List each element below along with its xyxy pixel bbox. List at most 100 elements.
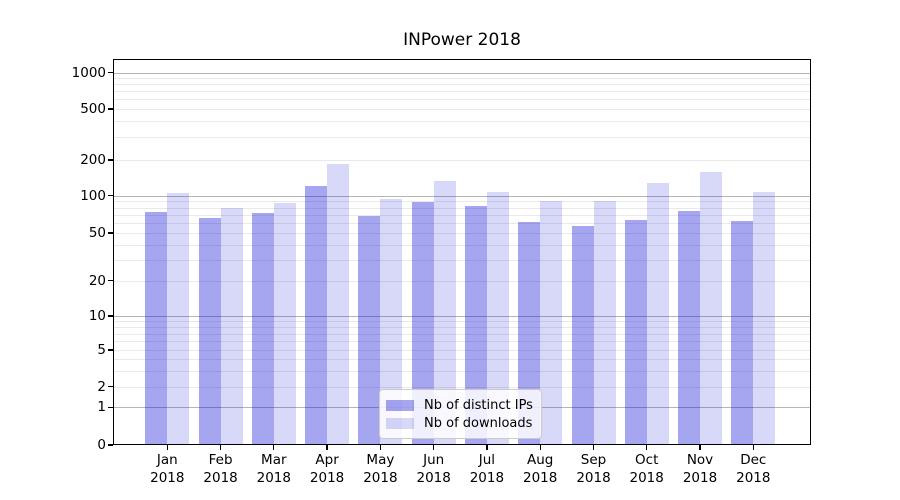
bar-downloads-oct [646,183,669,445]
x-tick-month: Dec [740,452,767,468]
y-tick-mark-20 [108,279,113,282]
y-tick-mark-200 [108,159,113,161]
x-tick-year: 2018 [629,469,664,486]
gridline-major-1000 [114,72,810,74]
x-tick-month: Feb [208,452,233,468]
x-tick-label-dec: Dec 2018 [721,452,785,487]
bar-downloads-aug [540,201,563,445]
gridline-minor-300 [114,137,810,139]
y-tick-label-10: 10 [88,308,106,324]
gridline-minor-30 [114,259,810,261]
x-tick-mark-nov [699,445,701,450]
bar-distinct-ips-nov [678,210,700,445]
gridline-major-100 [114,195,810,197]
x-tick-mark-mar [273,445,275,450]
bar-distinct-ips-mar [251,213,274,445]
gridline-minor-50 [114,233,810,234]
y-tick-mark-100 [108,195,113,197]
gridline-minor-6 [114,341,810,343]
x-tick-year: 2018 [256,469,291,486]
bar-distinct-ips-jul [464,205,487,445]
gridline-minor-80 [114,207,810,209]
x-tick-month: Jul [478,452,496,468]
legend-swatch-downloads-icon [386,417,414,430]
y-tick-mark-5 [108,349,113,351]
x-tick-year: 2018 [469,469,505,486]
y-tick-label-500: 500 [80,101,106,117]
x-tick-month: May [366,452,395,468]
gridline-minor-90 [114,201,810,203]
gridline-minor-800 [114,84,810,86]
y-tick-mark-1000 [108,71,113,74]
bar-downloads-jun [433,181,456,445]
x-tick-label-jan: Jan 2018 [135,452,199,487]
x-tick-mark-sep [592,445,595,450]
bar-distinct-ips-aug [518,222,541,445]
x-tick-mark-jun [433,445,435,450]
gridline-minor-4 [114,358,810,360]
y-tick-label-100: 100 [80,187,106,204]
gridline-minor-3 [114,370,810,372]
bar-downloads-apr [327,164,350,445]
bar-distinct-ips-apr [305,186,328,445]
gridline-minor-700 [114,91,810,93]
gridline-minor-600 [114,99,810,101]
y-tick-label-2: 2 [97,378,106,395]
y-tick-mark-10 [108,315,113,317]
x-tick-year: 2018 [736,469,771,486]
bar-downloads-may [380,199,403,445]
y-tick-label-200: 200 [80,152,106,168]
gridline-minor-8 [114,326,810,328]
x-tick-year: 2018 [309,469,345,486]
bar-distinct-ips-feb [198,218,221,445]
y-tick-mark-2 [108,386,113,388]
x-tick-month: Jan [156,452,178,468]
x-tick-year: 2018 [523,469,558,486]
x-tick-year: 2018 [363,469,398,486]
gridline-minor-2 [114,386,810,388]
x-tick-mark-apr [326,445,328,450]
x-tick-month: Apr [315,452,339,468]
bar-downloads-mar [273,202,296,445]
gridline-minor-900 [114,78,810,79]
x-tick-label-jul: Jul 2018 [455,452,519,487]
bar-distinct-ips-jan [145,211,168,445]
legend: Nb of distinct IPs Nb of downloads [379,389,542,439]
bar-distinct-ips-jun [411,202,434,445]
bar-downloads-sep [593,200,616,445]
x-tick-mark-feb [219,445,222,450]
y-tick-mark-0 [108,444,113,446]
x-tick-label-jun: Jun 2018 [402,452,466,487]
legend-entry-distinct-ips: Nb of distinct IPs [386,398,533,413]
gridline-minor-40 [114,244,810,246]
x-tick-label-aug: Aug 2018 [508,452,572,487]
x-tick-month: Mar [261,452,287,468]
gridline-minor-200 [114,160,810,161]
x-tick-mark-dec [752,445,754,450]
x-tick-year: 2018 [682,469,718,486]
y-tick-label-1: 1 [97,399,106,416]
x-tick-mark-may [379,445,382,450]
bar-distinct-ips-dec [731,220,754,445]
bar-distinct-ips-oct [624,219,647,445]
gridline-minor-70 [114,214,810,216]
bar-downloads-jul [486,192,509,445]
gridline-minor-9 [114,321,810,323]
y-tick-label-1000: 1000 [71,64,106,81]
x-tick-month: Oct [635,452,659,468]
gridline-minor-60 [114,223,810,225]
x-tick-label-feb: Feb 2018 [189,452,253,487]
bar-distinct-ips-sep [571,225,594,445]
bar-downloads-jan [167,192,190,445]
x-tick-mark-aug [539,445,541,450]
x-tick-year: 2018 [150,469,185,486]
x-tick-month: Aug [527,452,554,468]
bar-downloads-feb [220,207,243,445]
y-tick-mark-500 [108,108,113,110]
x-tick-month: Nov [686,452,714,468]
y-tick-label-50: 50 [88,225,106,241]
x-tick-year: 2018 [416,469,451,486]
bar-distinct-ips-may [358,215,381,445]
x-tick-label-nov: Nov 2018 [668,452,732,487]
